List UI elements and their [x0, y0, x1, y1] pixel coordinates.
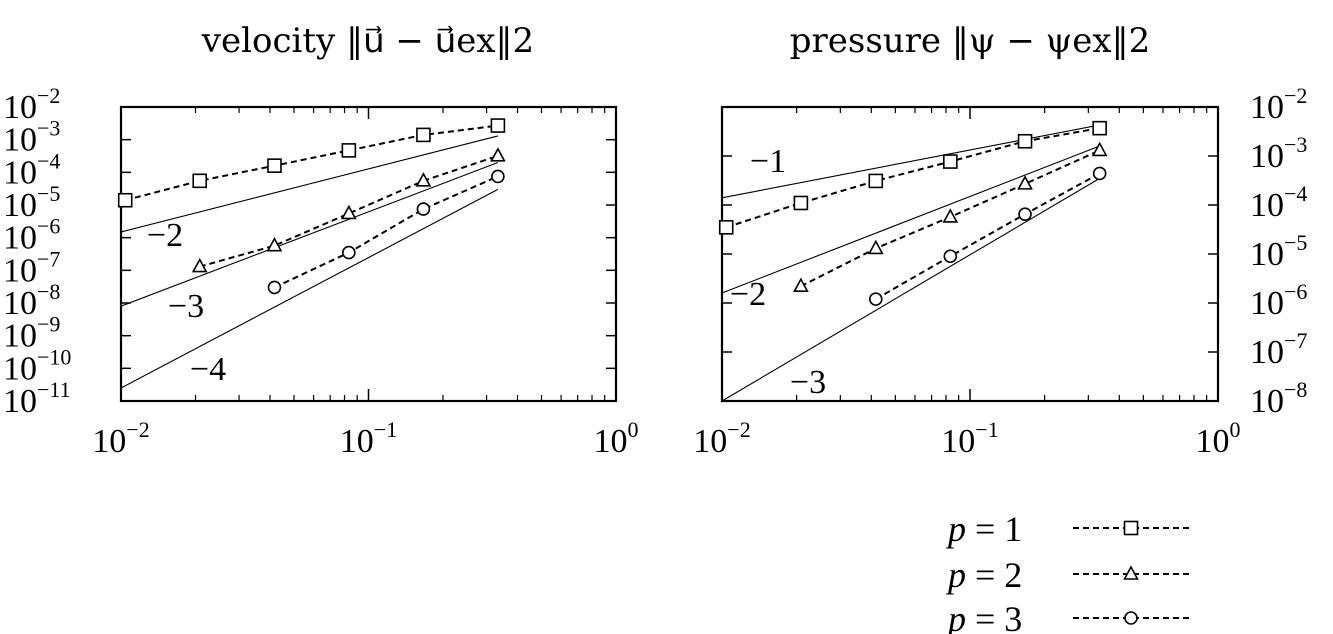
data-point-p1	[718, 220, 734, 235]
legend-marker	[1124, 611, 1138, 625]
data-point-p3	[267, 280, 282, 295]
legend-label: p = 3	[945, 599, 1022, 634]
slope-label: −3	[168, 288, 204, 325]
slope-label: −4	[190, 351, 226, 388]
slope-label: −3	[790, 364, 826, 401]
data-point-p3	[1092, 166, 1107, 181]
data-point-p3	[943, 249, 958, 264]
chart-panel-1: velocity ‖u⃗ − u⃗ex‖210−2 10−1 10010−210−3…	[3, 21, 639, 460]
data-point-p3	[416, 202, 431, 216]
y-tick-label: 10−5	[3, 181, 60, 224]
y-tick-label: 10−5	[1250, 230, 1307, 273]
data-point-p1	[868, 173, 884, 189]
x-tick-label: 100	[1196, 417, 1241, 460]
data-point-p3	[868, 292, 883, 306]
slope-reference-line	[120, 188, 499, 389]
series-line-p2	[199, 154, 499, 268]
series-line-p3	[875, 172, 1101, 300]
data-point-p3	[1018, 207, 1032, 221]
slope-reference-line	[721, 124, 1100, 199]
series-line-p1	[124, 124, 499, 202]
legend: p = 1 p = 2 p = 3	[945, 509, 1190, 634]
data-point-p1	[490, 118, 506, 133]
data-point-p1	[341, 143, 357, 158]
y-tick-label: 10−7	[1250, 328, 1307, 371]
data-point-p1	[416, 127, 431, 143]
data-point-p2	[793, 277, 809, 293]
data-point-p1	[192, 173, 208, 189]
x-tick-label: 10−1	[340, 417, 397, 460]
y-tick-label: 10−4	[1250, 181, 1307, 224]
data-point-p3	[491, 169, 505, 184]
slope-reference-line	[120, 161, 499, 307]
y-tick-label: 10−6	[1250, 279, 1307, 322]
y-tick-label: 10−7	[3, 246, 60, 289]
y-tick-label: 10−8	[1250, 377, 1307, 420]
data-point-p1	[793, 195, 809, 211]
y-tick-label: 10−6	[3, 214, 60, 257]
y-tick-label: 10−2	[3, 83, 60, 126]
data-point-p2	[942, 208, 959, 223]
x-tick-label: 10−2	[693, 417, 750, 460]
y-tick-label: 10−4	[3, 148, 60, 191]
data-point-p1	[117, 192, 133, 208]
slope-label: −1	[750, 143, 786, 180]
data-point-p2	[1091, 141, 1108, 157]
data-point-p2	[415, 172, 432, 187]
slope-reference-line	[721, 177, 1100, 402]
data-point-p2	[266, 236, 283, 252]
chart-panel-2: pressure ‖ψ − ψex‖2 10−2 10−1 100 10−2 10−3 10…	[693, 21, 1307, 460]
y-tick-label: 10−3	[1250, 132, 1307, 175]
legend-label: p = 2	[945, 555, 1022, 595]
x-tick-label: 100	[594, 417, 639, 460]
y-tick-label: 10−8	[3, 279, 60, 322]
chart-title: velocity ‖u⃗ − u⃗ex‖2	[201, 21, 534, 61]
data-point-p1	[1017, 133, 1033, 149]
y-tick-label: 10−11	[3, 377, 71, 420]
data-point-p2	[490, 147, 506, 162]
data-point-p1	[1092, 120, 1107, 136]
legend-marker	[1123, 520, 1139, 536]
legend-label: p = 1	[945, 509, 1022, 549]
data-point-p3	[342, 245, 356, 260]
data-point-p2	[191, 257, 208, 273]
series-line-p1	[725, 127, 1100, 229]
chart-title: pressure ‖ψ − ψex‖2	[790, 21, 1150, 61]
y-tick-label: 10−2	[1250, 83, 1307, 126]
x-tick-label: 10−1	[941, 417, 998, 460]
data-point-p2	[1017, 175, 1033, 190]
data-point-p1	[943, 154, 958, 169]
slope-reference-line	[721, 145, 1100, 294]
data-point-p1	[267, 158, 282, 173]
y-tick-label: 10−3	[3, 116, 60, 159]
data-point-p2	[341, 204, 357, 220]
data-point-p2	[867, 239, 884, 255]
series-line-p3	[274, 175, 499, 289]
legend-marker	[1123, 565, 1139, 580]
y-tick-label: 10−9	[3, 312, 60, 355]
y-tick-label: 10−10	[3, 344, 71, 387]
slope-reference-line	[120, 135, 499, 233]
slope-label: −2	[147, 217, 183, 254]
x-tick-label: 10−2	[92, 417, 149, 460]
slope-label: −2	[730, 276, 766, 313]
